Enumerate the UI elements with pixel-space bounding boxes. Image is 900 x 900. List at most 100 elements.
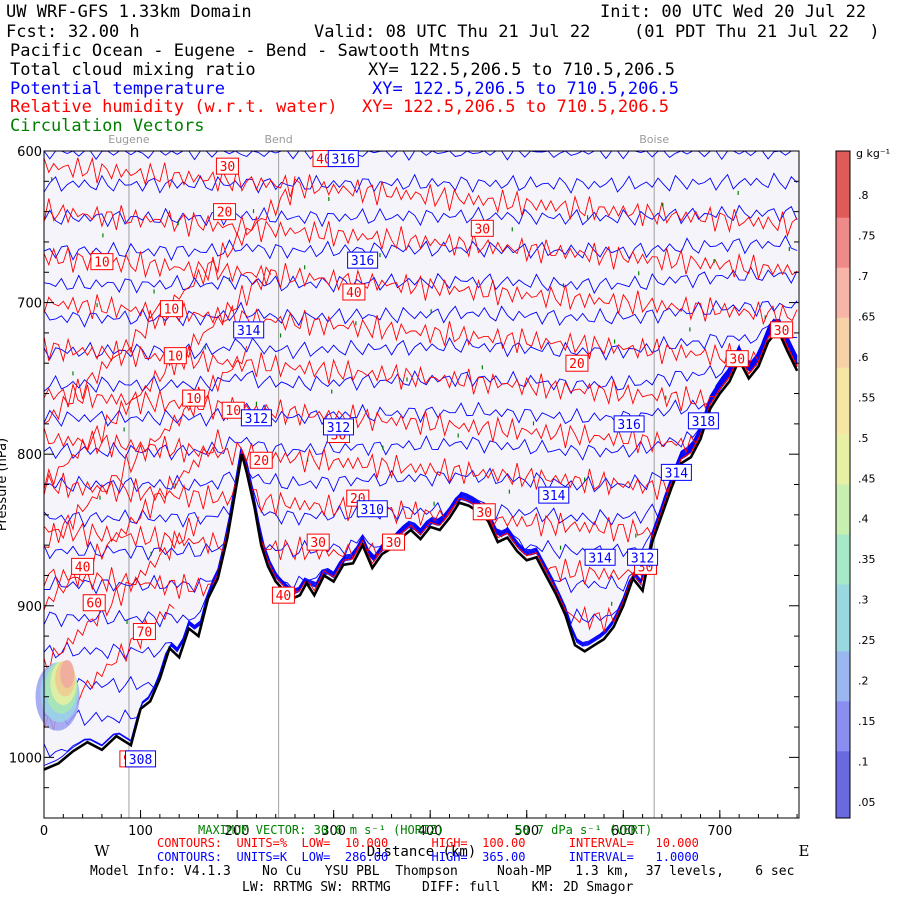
rh-label-box — [382, 533, 406, 551]
theta-label-box — [660, 463, 692, 481]
rh-label-box — [725, 350, 749, 368]
rh-label: 30 — [774, 324, 790, 339]
rh-label: 10 — [94, 256, 110, 271]
theta-label-box — [347, 251, 379, 269]
colorbar-label: .65 — [858, 310, 876, 323]
y-tick-label: 600 — [17, 145, 42, 160]
rh-label-box — [770, 321, 794, 339]
x-tick-label: 300 — [321, 824, 346, 839]
model-title: UW WRF-GFS 1.33km Domain — [6, 2, 252, 22]
rh-contour — [43, 324, 798, 633]
rh-label-box — [213, 203, 237, 221]
colorbar-label: .15 — [858, 715, 876, 728]
colorbar-segment — [836, 567, 850, 586]
theta-label: 312 — [631, 551, 654, 566]
colorbar-label: .2 — [858, 675, 869, 688]
city-label-bend: Bend — [264, 133, 292, 146]
y-tick-label: 800 — [17, 448, 42, 463]
theta-label: 316 — [617, 418, 640, 433]
field-theta-xy: XY= 122.5,206.5 to 710.5,206.5 — [372, 79, 680, 99]
x-right-end: E — [799, 842, 810, 860]
colorbar-segment — [836, 384, 850, 402]
rh-label: 20 — [253, 454, 269, 469]
rh-label-box — [159, 300, 183, 318]
y-tick-label: 700 — [17, 297, 42, 312]
colorbar-label: .45 — [858, 472, 876, 485]
colorbar-segment — [836, 417, 850, 435]
theta-label-box — [687, 412, 719, 430]
colorbar-segment — [836, 284, 850, 302]
rh-label-box — [306, 533, 330, 551]
y-axis-label: Pressure (hPa) — [0, 438, 10, 531]
rh-label-box — [163, 347, 187, 365]
valid-time: Valid: 08 UTC Thu 21 Jul 22 — [314, 22, 591, 42]
colorbar-segment — [836, 551, 850, 569]
valid-local-time: (01 PDT Thu 21 Jul 22 ) — [634, 22, 880, 42]
theta-label-box — [327, 150, 359, 168]
rh-label-box — [182, 389, 206, 407]
colorbar-label: .8 — [858, 189, 869, 202]
rh-label: 30 — [476, 506, 492, 521]
x-left-end: W — [94, 842, 110, 860]
x-tick-label: 100 — [128, 824, 153, 839]
y-tick-label: 900 — [17, 600, 42, 615]
rh-label-box — [472, 503, 496, 521]
x-tick-label: 0 — [40, 824, 48, 839]
theta-contour — [43, 204, 798, 228]
theta-label-box — [613, 415, 645, 433]
colorbar-segment — [836, 267, 850, 285]
rh-label: 40 — [75, 560, 91, 575]
rh-label: 10 — [164, 303, 180, 318]
field-vectors-name: Circulation Vectors — [10, 116, 205, 136]
rh-label: 10 — [225, 404, 241, 419]
colorbar-segment — [836, 601, 850, 619]
cloud-fill — [60, 659, 75, 688]
colorbar-segment — [836, 517, 850, 536]
colorbar-segment — [836, 317, 850, 335]
colorbar-label: .25 — [858, 634, 876, 647]
contours-rh-info: CONTOURS: UNITS=% LOW= 10.000 HIGH= 100.… — [157, 836, 699, 850]
rh-label-box — [71, 557, 95, 575]
colorbar-segment — [836, 184, 850, 202]
rh-label: 70 — [137, 626, 153, 641]
rh-label-box — [249, 451, 273, 469]
colorbar-frame — [835, 150, 851, 819]
colorbar-segment — [836, 234, 850, 252]
colorbar-segment — [836, 634, 850, 652]
colorbar-segment — [836, 767, 850, 786]
rh-label: 10 — [186, 392, 202, 407]
rh-label: 20 — [569, 357, 585, 372]
rh-contour — [43, 198, 798, 281]
colorbar-segment — [836, 734, 850, 752]
x-tick-label: 500 — [514, 824, 539, 839]
colorbar-segment — [836, 667, 850, 686]
rh-label: 60 — [86, 597, 102, 612]
colorbar-segment — [836, 301, 850, 319]
theta-label: 314 — [665, 466, 689, 481]
colorbar-segment — [836, 367, 850, 385]
forecast-hours: 32.00 h — [68, 22, 140, 42]
theta-label-box — [233, 321, 265, 339]
theta-label: 308 — [129, 753, 152, 768]
rh-contour — [43, 516, 199, 675]
section-title: Pacific Ocean - Eugene - Bend - Sawtooth… — [10, 41, 471, 61]
colorbar-segment — [836, 501, 850, 519]
model-info: Model Info: V4.1.3 No Cu YSU PBL Thompso… — [90, 864, 795, 879]
rh-contour — [43, 324, 798, 454]
theta-contour — [43, 318, 798, 395]
x-tick-label: 700 — [707, 824, 732, 839]
colorbar-label: .55 — [858, 391, 876, 404]
rh-contour — [43, 324, 798, 412]
theta-label-box — [584, 548, 616, 566]
rh-label: 30 — [220, 160, 236, 175]
city-label-eugene: Eugene — [108, 133, 150, 146]
colorbar-segment — [836, 351, 850, 369]
rh-label-box — [215, 157, 239, 175]
max-vector-vert-label: 50.7 dPa s⁻¹ (VERT) — [515, 823, 653, 837]
colorbar-segment — [836, 717, 850, 736]
colorbar-label: .4 — [858, 513, 869, 526]
theta-label: 310 — [361, 503, 384, 518]
theta-label: 316 — [332, 153, 355, 168]
colorbar-label: .35 — [858, 553, 876, 566]
